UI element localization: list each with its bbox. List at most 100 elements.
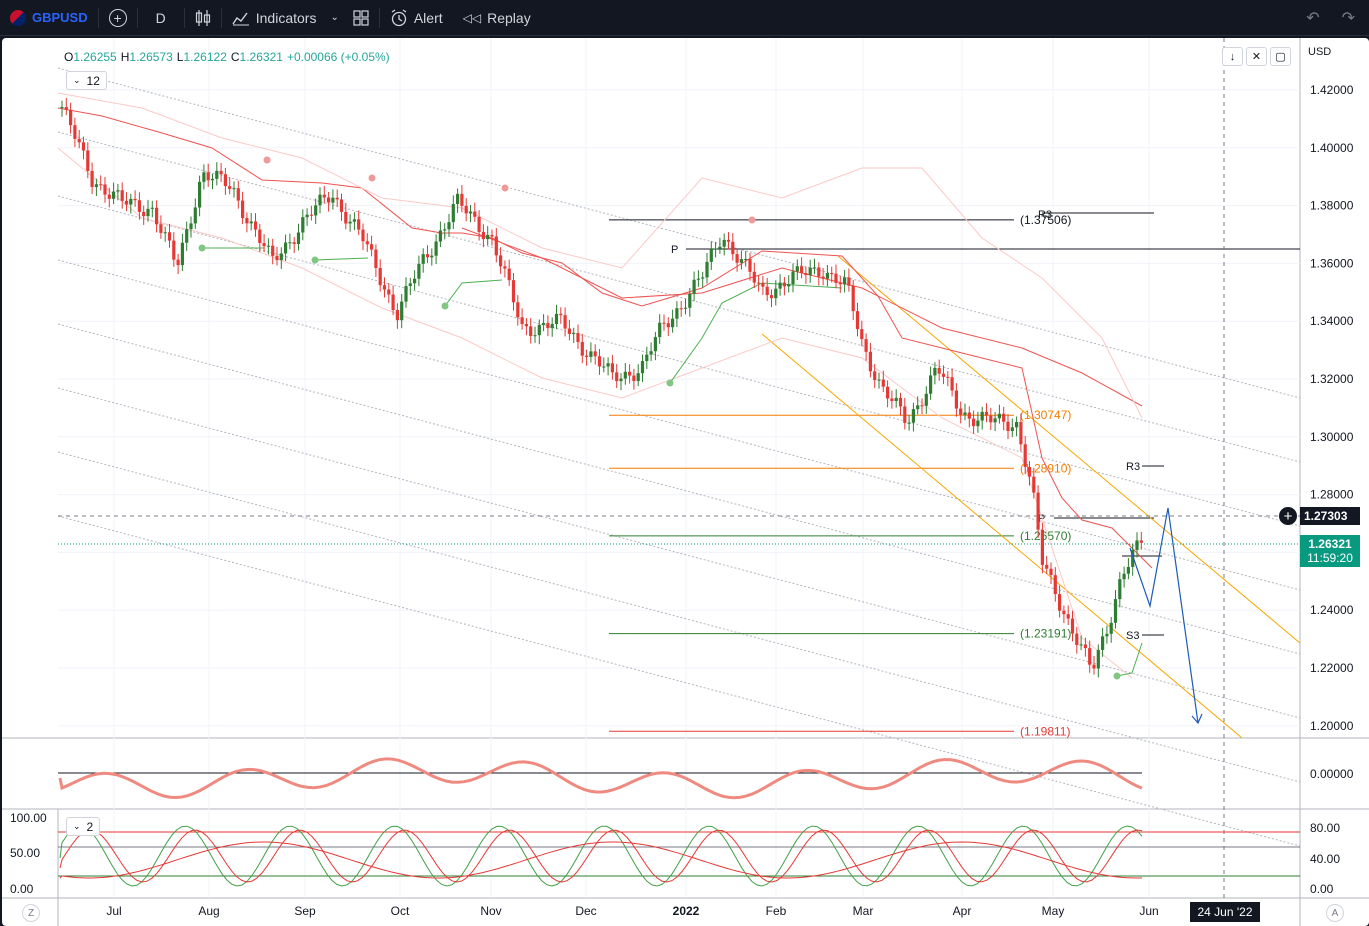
chart-type-button[interactable]: [185, 0, 221, 36]
candle-up: [284, 242, 288, 254]
projection-arrowhead: [1191, 713, 1203, 725]
candle-up: [456, 193, 460, 204]
price-tick-label: 1.42000: [1310, 83, 1354, 97]
candle-down: [344, 211, 348, 224]
candle-up: [671, 318, 675, 328]
chart-panel[interactable]: Jul Aug Sep Oct Nov Dec 2022 Feb Mar Apr May Jun 1.4…: [2, 38, 1369, 926]
candle-down: [529, 326, 533, 337]
arrow-down-icon[interactable]: ↓: [1222, 47, 1243, 66]
alert-button[interactable]: Alert: [380, 0, 453, 36]
candle-up: [658, 322, 662, 338]
candle-down: [615, 372, 619, 382]
pivot-label: R3: [1126, 461, 1140, 473]
indicators-collapse-toggle[interactable]: ⌄ 12: [66, 71, 107, 90]
high-value: 1.26573: [129, 50, 173, 64]
candle-up: [894, 397, 898, 402]
trail-dot-red: [263, 156, 271, 164]
currency-label[interactable]: USD: [1308, 46, 1332, 58]
last-price-tag: 1.26321 11:59:20: [1300, 535, 1360, 567]
candle-up: [683, 307, 688, 309]
top-toolbar: GBPUSD + D Indicators ⌄: [0, 0, 1369, 36]
symbol-search[interactable]: GBPUSD: [0, 0, 98, 36]
candle-up: [825, 273, 829, 279]
auto-scale-icon[interactable]: A: [1326, 904, 1344, 922]
plus-circle-icon: +: [108, 8, 127, 27]
trail-dot-red: [368, 174, 376, 182]
candle-down: [490, 234, 494, 237]
undo-icon[interactable]: ↶: [1306, 10, 1320, 27]
candle-down: [253, 221, 258, 230]
candle-up: [744, 258, 748, 260]
maximize-icon[interactable]: ▢: [1270, 47, 1291, 66]
candle-up: [623, 371, 627, 379]
candle-down: [585, 355, 589, 357]
pane2-collapse-toggle[interactable]: ⌄ 2: [66, 817, 101, 836]
regression-channel-line: [57, 259, 1301, 591]
candle-up: [795, 266, 799, 272]
candle-down: [972, 418, 976, 427]
add-alert-plus-icon[interactable]: +: [1279, 507, 1297, 525]
candle-down: [559, 313, 563, 316]
candle-down: [1040, 529, 1044, 565]
stoch-k-line: [59, 825, 1143, 887]
redo-icon[interactable]: ↷: [1341, 10, 1355, 27]
interval-label: D: [155, 9, 166, 26]
candle-up: [163, 232, 167, 234]
trail-dot-green: [198, 244, 206, 252]
gbp-usd-flag-icon: [10, 9, 26, 26]
chart-canvas[interactable]: Jul Aug Sep Oct Nov Dec 2022 Feb Mar Apr May Jun 1.4…: [2, 38, 1369, 926]
pivot-label: R3: [1038, 209, 1052, 221]
stoch-right-label: 40.00: [1310, 852, 1340, 866]
candle-down: [735, 254, 739, 263]
candle-down: [374, 249, 378, 269]
candle-up: [434, 241, 438, 256]
candle-down: [322, 194, 326, 198]
compare-button[interactable]: +: [99, 0, 137, 36]
candle-down: [817, 267, 821, 277]
close-value: 1.26321: [239, 50, 283, 64]
chevron-down-icon: ⌄: [73, 821, 81, 831]
candle-down: [258, 229, 262, 244]
candle-down: [155, 207, 159, 225]
candle-up: [408, 283, 412, 287]
zoom-icon[interactable]: Z: [22, 904, 40, 922]
time-tick-label: Sep: [294, 904, 316, 918]
candle-up: [1135, 540, 1139, 550]
candle-up: [963, 412, 967, 415]
crosshair-price-tag: 1.27303: [1300, 507, 1360, 525]
candle-down: [176, 259, 180, 266]
low-key: L: [176, 50, 184, 64]
candle-down: [335, 197, 339, 200]
time-tick-label: Jun: [1139, 904, 1158, 918]
candle-down: [830, 273, 834, 275]
candle-up: [877, 379, 881, 381]
collapse-icon[interactable]: ✕: [1246, 47, 1267, 66]
candle-down: [357, 219, 361, 230]
candle-down: [563, 315, 567, 329]
candle-down: [838, 282, 842, 285]
candle-down: [1062, 610, 1066, 615]
low-value: 1.26122: [183, 50, 227, 64]
candle-up: [997, 413, 1001, 419]
interval-button[interactable]: D: [138, 0, 184, 36]
indicator-templates-button[interactable]: ⌄: [326, 0, 342, 36]
candle-down: [782, 282, 786, 287]
candle-down: [1088, 648, 1092, 665]
candle-down: [873, 371, 877, 381]
candle-up: [215, 170, 219, 179]
layout-button[interactable]: [343, 0, 379, 36]
chevron-down-icon: ⌄: [330, 12, 339, 23]
candle-down: [886, 386, 890, 399]
indicators-button[interactable]: Indicators: [222, 0, 327, 36]
candle-up: [924, 393, 928, 406]
candle-up: [146, 208, 150, 217]
candle-up: [193, 207, 197, 224]
candle-down: [503, 266, 507, 269]
candle-down: [271, 245, 275, 256]
replay-button[interactable]: ◁◁ Replay: [453, 0, 541, 36]
candle-up: [1101, 636, 1105, 650]
candle-down: [520, 317, 524, 325]
candle-down: [580, 342, 584, 356]
candle-up: [705, 261, 709, 278]
candle-down: [1058, 594, 1062, 611]
